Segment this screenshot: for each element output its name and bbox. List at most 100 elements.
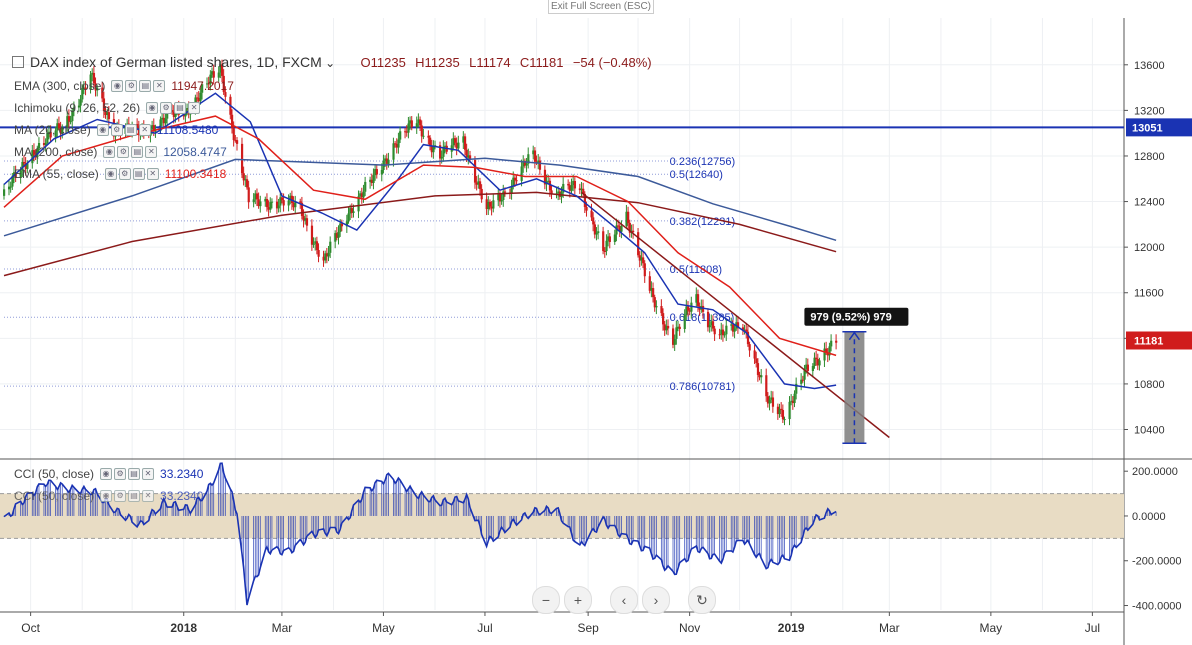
indicator-controls[interactable]: ◉ ⚙ ▤ ✕: [146, 102, 201, 114]
indicator-controls[interactable]: ◉ ⚙ ▤ ✕: [100, 468, 155, 480]
cci-tick-label: -200.0000: [1132, 556, 1182, 568]
candle-body: [345, 221, 349, 227]
candle-body: [405, 131, 408, 133]
candle-body: [91, 72, 94, 75]
zoom-in-button[interactable]: +: [564, 586, 592, 614]
scroll-forward-button[interactable]: ›: [642, 586, 670, 614]
more-icon[interactable]: ▤: [132, 168, 145, 180]
candle-body: [627, 211, 630, 223]
candle-body: [781, 410, 785, 420]
settings-icon[interactable]: ⚙: [125, 80, 138, 92]
eye-icon[interactable]: ◉: [104, 168, 117, 180]
settings-icon[interactable]: ⚙: [114, 468, 127, 480]
candle-body: [632, 230, 635, 233]
settings-icon[interactable]: ⚙: [114, 490, 127, 502]
exit-fullscreen-button[interactable]: Exit Full Screen (ESC): [548, 0, 654, 14]
reset-chart-button[interactable]: ↻: [688, 586, 716, 614]
more-icon[interactable]: ▤: [174, 102, 187, 114]
close-icon[interactable]: ✕: [188, 102, 201, 114]
eye-icon[interactable]: ◉: [146, 102, 159, 114]
indicator-ichimoku[interactable]: Ichimoku (9, 26, 52, 26) ◉ ⚙ ▤ ✕: [14, 101, 201, 115]
indicator-controls[interactable]: ◉ ⚙ ▤ ✕: [103, 146, 158, 158]
candle-body: [42, 143, 46, 146]
candle-body: [264, 198, 267, 202]
time-tick-label: May: [980, 621, 1003, 635]
close-icon[interactable]: ✕: [142, 468, 155, 480]
eye-icon[interactable]: ◉: [103, 146, 116, 158]
candle-body: [585, 207, 588, 211]
candle-body: [209, 74, 212, 85]
candle-body: [364, 181, 367, 192]
candle-body: [663, 324, 666, 331]
close-icon[interactable]: ✕: [146, 168, 159, 180]
candle-body: [32, 150, 36, 155]
candle-body: [380, 169, 383, 175]
candle-body: [84, 87, 87, 90]
more-icon[interactable]: ▤: [124, 124, 137, 136]
candle-body: [790, 400, 793, 402]
settings-icon[interactable]: ⚙: [117, 146, 130, 158]
candle-body: [557, 191, 560, 194]
indicator-ma20[interactable]: MA (20, close) ◉ ⚙ ▤ ✕ 11108.5480: [14, 123, 218, 137]
indicator-ema300[interactable]: EMA (300, close) ◉ ⚙ ▤ ✕ 11947.2017: [14, 79, 234, 93]
eye-icon[interactable]: ◉: [100, 490, 113, 502]
indicator-controls[interactable]: ◉ ⚙ ▤ ✕: [96, 124, 151, 136]
candle-body: [37, 143, 41, 149]
close-icon[interactable]: ✕: [138, 124, 151, 136]
candle-body: [47, 131, 51, 133]
candle-body: [360, 193, 364, 198]
indicator-controls[interactable]: ◉ ⚙ ▤ ✕: [111, 80, 166, 92]
scroll-back-button[interactable]: ‹: [610, 586, 638, 614]
candle-body: [590, 210, 593, 218]
candle-body: [211, 71, 214, 75]
candle-body: [478, 181, 482, 189]
more-icon[interactable]: ▤: [128, 490, 141, 502]
candle-body: [637, 232, 640, 256]
cci-tick-label: 200.0000: [1132, 466, 1178, 478]
candle-body: [537, 160, 540, 163]
fib-level-label: 0.786(10781): [670, 381, 735, 393]
candle-body: [417, 119, 420, 124]
candle-body: [46, 132, 49, 144]
candle-body: [31, 150, 34, 164]
collapse-icon[interactable]: [12, 56, 24, 68]
indicator-ma200[interactable]: MA (200, close) ◉ ⚙ ▤ ✕ 12058.4747: [14, 145, 227, 159]
indicator-cci-2[interactable]: CCI (50, close) ◉ ⚙ ▤ ✕ 33.2340: [14, 489, 203, 503]
candle-body: [652, 288, 655, 298]
settings-icon[interactable]: ⚙: [110, 124, 123, 136]
candle-body: [299, 201, 302, 203]
eye-icon[interactable]: ◉: [100, 468, 113, 480]
candle-body: [439, 145, 442, 159]
candle-body: [375, 169, 378, 175]
candle-body: [49, 131, 52, 138]
candle-body: [419, 119, 422, 126]
more-icon[interactable]: ▤: [139, 80, 152, 92]
more-icon[interactable]: ▤: [128, 468, 141, 480]
candle-body: [247, 187, 250, 203]
candle-body: [816, 359, 819, 366]
close-icon[interactable]: ✕: [153, 80, 166, 92]
indicator-ema55[interactable]: EMA (55, close) ◉ ⚙ ▤ ✕ 11100.3418: [14, 167, 226, 181]
candles: [3, 59, 838, 426]
indicator-controls[interactable]: ◉ ⚙ ▤ ✕: [104, 168, 159, 180]
candle-body: [317, 250, 320, 257]
more-icon[interactable]: ▤: [131, 146, 144, 158]
close-icon[interactable]: ✕: [142, 490, 155, 502]
indicator-controls[interactable]: ◉ ⚙ ▤ ✕: [100, 490, 155, 502]
indicator-cci[interactable]: CCI (50, close) ◉ ⚙ ▤ ✕ 33.2340: [14, 467, 203, 481]
symbol-title[interactable]: DAX index of German listed shares, 1D, F…: [30, 54, 322, 70]
measure-arrowhead: [848, 331, 861, 341]
candle-body: [159, 119, 162, 131]
candle-body: [527, 154, 530, 164]
eye-icon[interactable]: ◉: [96, 124, 109, 136]
settings-icon[interactable]: ⚙: [160, 102, 173, 114]
settings-icon[interactable]: ⚙: [118, 168, 131, 180]
candle-body: [217, 72, 220, 78]
close-icon[interactable]: ✕: [145, 146, 158, 158]
zoom-out-button[interactable]: −: [532, 586, 560, 614]
symbol-chevron-icon[interactable]: ⌄: [325, 56, 336, 70]
candle-body: [304, 218, 307, 221]
candle-body: [422, 135, 425, 137]
eye-icon[interactable]: ◉: [111, 80, 124, 92]
